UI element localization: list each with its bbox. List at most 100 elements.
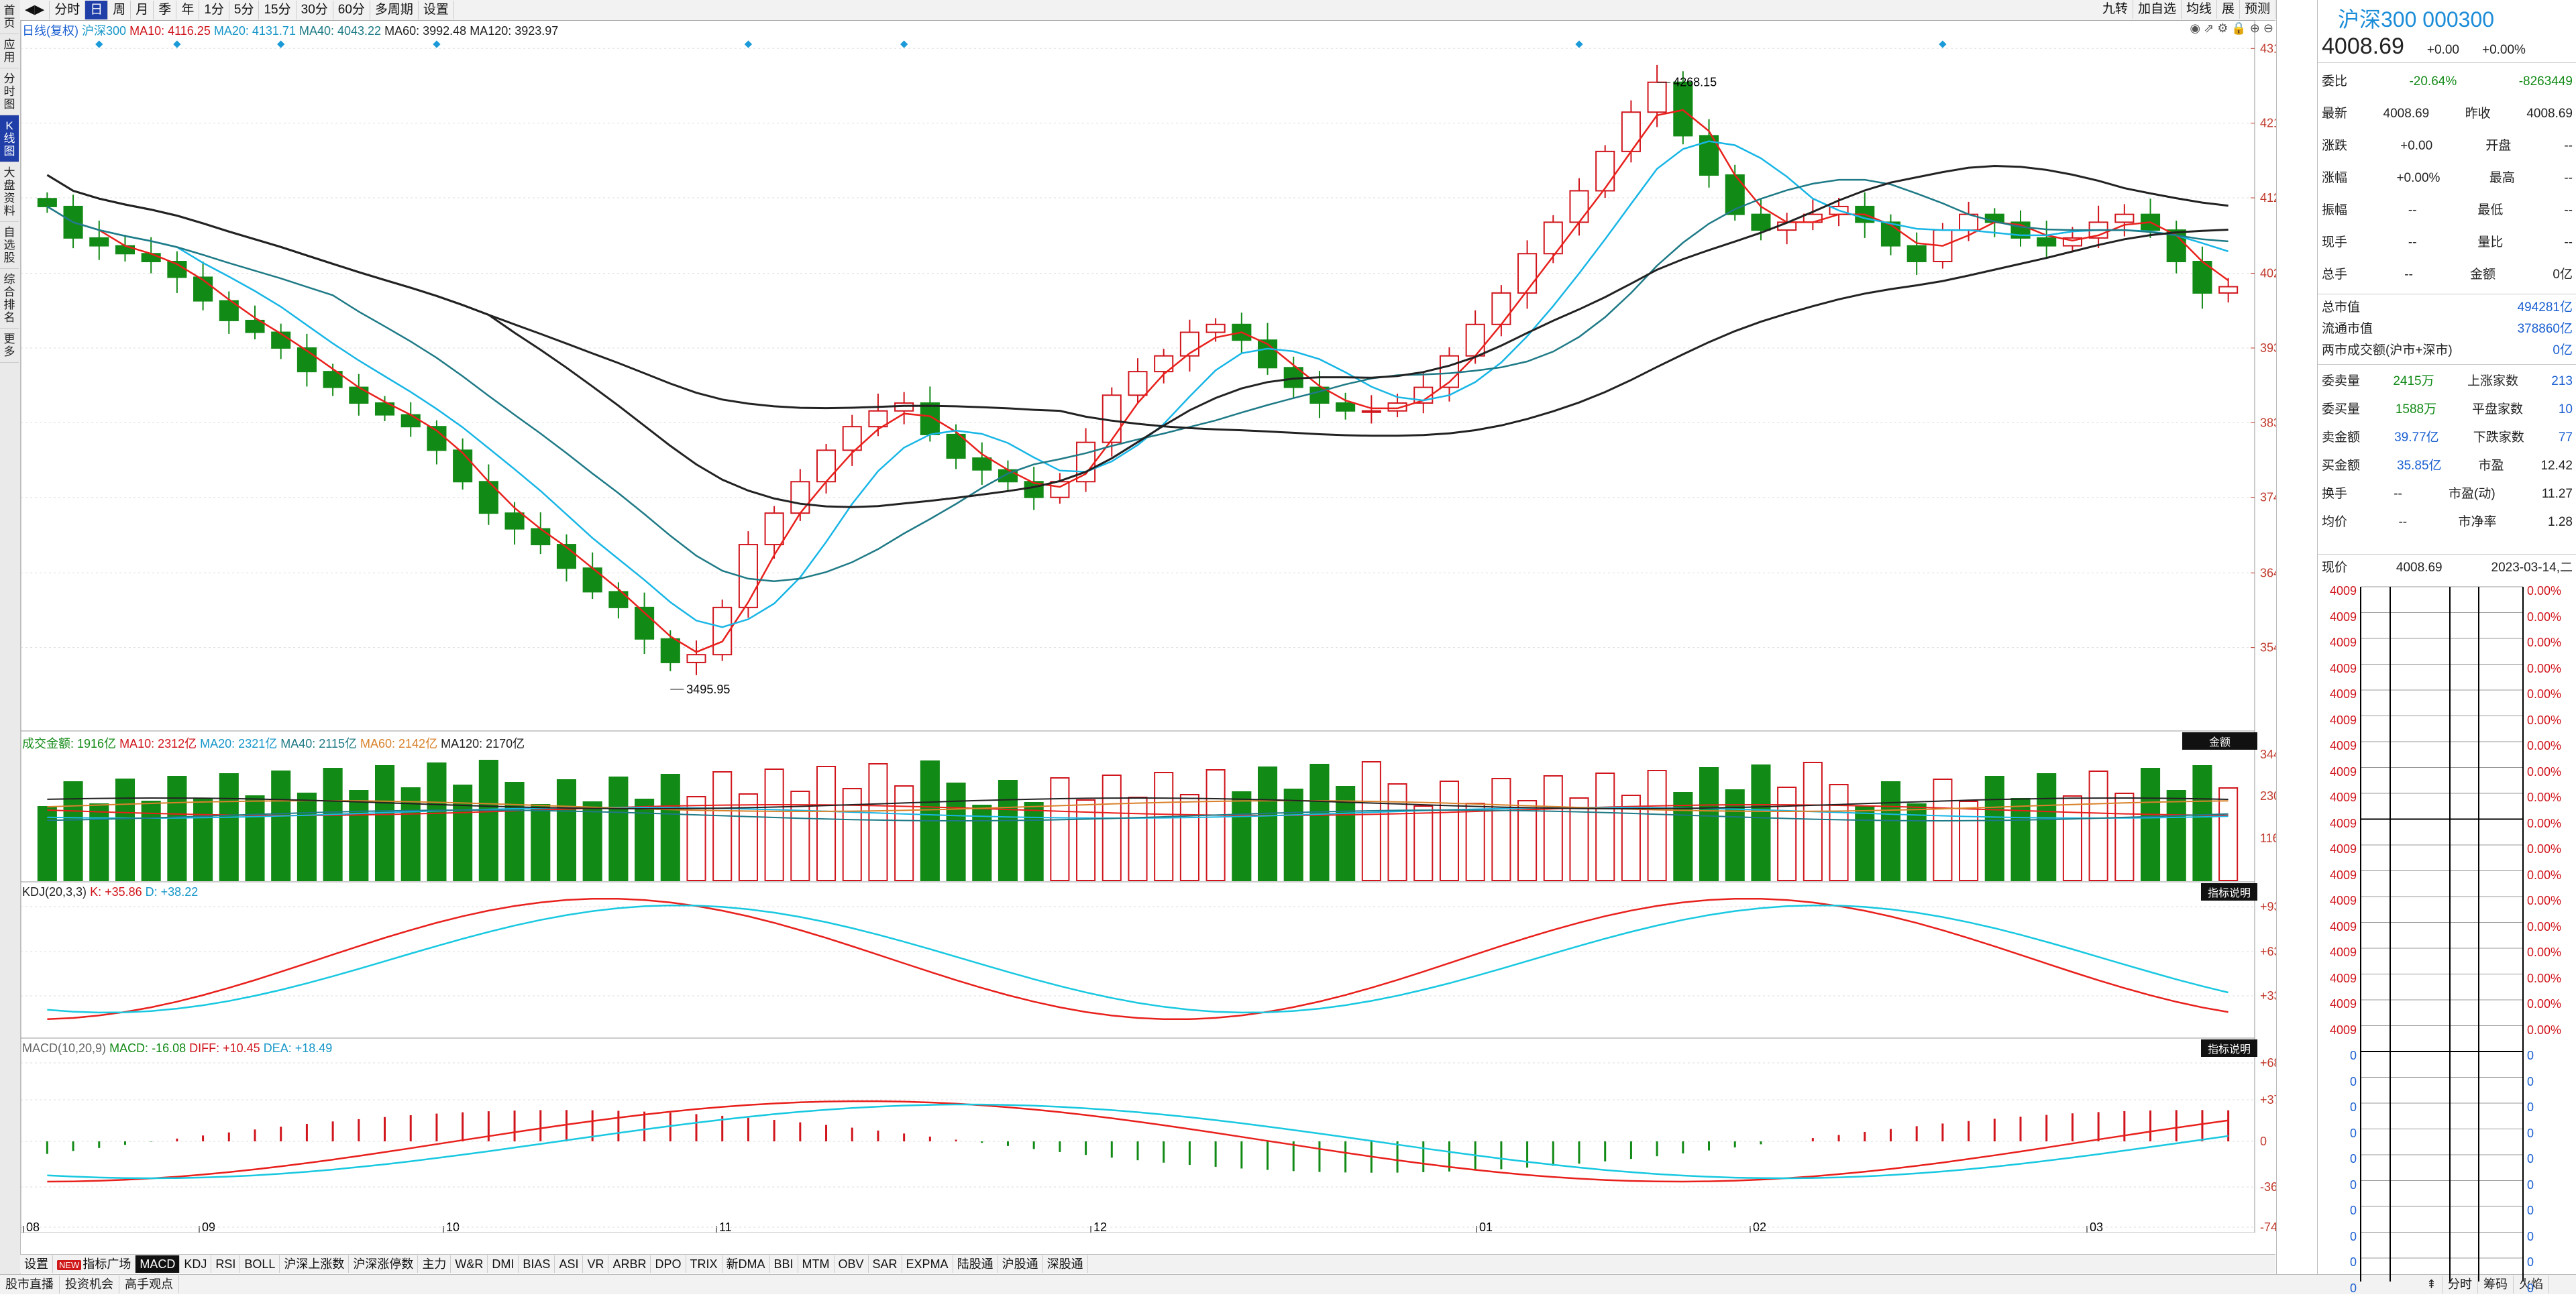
quote-value: +0.00 <box>2400 139 2433 153</box>
toolbar-right-button-3[interactable]: 展 <box>2217 0 2240 19</box>
indicator-tab-11[interactable]: BIAS <box>519 1255 555 1273</box>
quote-label: 委比 <box>2322 74 2348 89</box>
eye-icon[interactable]: ◉ <box>2190 21 2201 35</box>
candle-down <box>972 457 992 471</box>
grid-price: 0 <box>2349 1229 2357 1243</box>
period-button-7[interactable]: 5分 <box>229 1 260 19</box>
toolbar-arrows[interactable]: ◀▶ <box>20 1 50 19</box>
indicator-tab-23[interactable]: 陆股通 <box>953 1255 998 1273</box>
volume-bar <box>374 765 395 881</box>
indicator-tab-25[interactable]: 深股通 <box>1043 1255 1088 1273</box>
footer-tab-0[interactable]: 股市直播 <box>0 1275 60 1294</box>
indicator-tab-21[interactable]: SAR <box>869 1255 902 1273</box>
footer-right-tab-2[interactable]: 火焰 <box>2514 1275 2549 1294</box>
period-button-12[interactable]: 设置 <box>419 1 454 19</box>
left-nav-item-1[interactable]: 应用 <box>0 34 19 68</box>
grid-price: 4009 <box>2329 997 2357 1011</box>
candle-up <box>816 449 837 483</box>
toolbar-right-button-1[interactable]: 加自选 <box>2133 0 2182 19</box>
indicator-tab-15[interactable]: DPO <box>651 1255 686 1273</box>
period-button-0[interactable]: 分时 <box>50 1 86 19</box>
grid-pct: 0 <box>2527 1204 2534 1217</box>
indicator-tab-18[interactable]: BBI <box>770 1255 798 1273</box>
macd-dea-line <box>47 1103 2229 1180</box>
period-button-2[interactable]: 周 <box>108 1 131 19</box>
indicator-tab-4[interactable]: RSI <box>211 1255 241 1273</box>
indicator-tab-9[interactable]: W&R <box>451 1255 488 1273</box>
period-button-4[interactable]: 季 <box>154 1 177 19</box>
indicator-tab-10[interactable]: DMI <box>488 1255 519 1273</box>
indicator-tab-24[interactable]: 沪股通 <box>998 1255 1043 1273</box>
kline-chart-svg[interactable]: 4311 4216 4121 4025 3930 3835 3740 3644 3549 08 09… <box>20 19 2298 1234</box>
footer-tab-2[interactable]: 高手观点 <box>119 1275 179 1294</box>
footer-right-tab-0[interactable]: 分时 <box>2443 1275 2478 1294</box>
indicator-tab-14[interactable]: ARBR <box>608 1255 651 1273</box>
period-button-9[interactable]: 30分 <box>297 1 333 19</box>
indicator-tab-16[interactable]: TRIX <box>686 1255 722 1273</box>
period-button-6[interactable]: 1分 <box>199 1 229 19</box>
period-button-5[interactable]: 年 <box>176 1 200 19</box>
macd-badge[interactable]: 指标说明 <box>2200 1039 2257 1057</box>
indicator-tab-1[interactable]: NEW 指标广场 <box>53 1255 136 1273</box>
footer-right-tab-1[interactable]: 筹码 <box>2478 1275 2514 1294</box>
quote-value: +0.00% <box>2396 171 2440 185</box>
indicator-tab-0[interactable]: 设置 <box>20 1255 53 1273</box>
left-nav-item-2[interactable]: 分时图 <box>0 68 19 115</box>
period-button-11[interactable]: 多周期 <box>370 1 419 19</box>
toolbar-right-button-4[interactable]: 预测 <box>2240 0 2275 19</box>
volume-bar <box>1855 806 1875 881</box>
zoom-in-icon[interactable]: ⊕ <box>2249 21 2260 35</box>
period-button-8[interactable]: 15分 <box>259 1 297 19</box>
volume-bar <box>946 783 966 881</box>
footer-tab-1[interactable]: 投资机会 <box>60 1275 119 1294</box>
indicator-tab-5[interactable]: BOLL <box>240 1255 280 1273</box>
indicator-tab-8[interactable]: 主力 <box>418 1255 451 1273</box>
grid-pct: 0.00% <box>2527 919 2562 933</box>
period-button-3[interactable]: 月 <box>131 1 154 19</box>
toolbar-right-button-0[interactable]: 九转 <box>2098 0 2133 19</box>
left-nav-item-7[interactable]: 更多 <box>0 329 19 363</box>
legend-mode[interactable]: 日线(复权) <box>22 24 78 38</box>
grid-price: 0 <box>2349 1178 2357 1192</box>
indicator-tab-6[interactable]: 沪深上涨数 <box>280 1255 350 1273</box>
volume-bar <box>504 782 525 881</box>
quote-change: +0.00 <box>2426 43 2459 57</box>
left-nav-item-4[interactable]: 大盘资料 <box>0 162 19 222</box>
grid-pct: 0 <box>2527 1074 2534 1088</box>
grid-pct: 0.00% <box>2527 584 2562 598</box>
legend-ma10: MA10: 4116.25 <box>129 24 211 38</box>
volume-bar <box>1257 766 1278 881</box>
indicator-tab-12[interactable]: ASI <box>555 1255 584 1273</box>
kdj-badge[interactable]: 指标说明 <box>2200 883 2257 901</box>
left-nav-item-6[interactable]: 综合排名 <box>0 269 19 329</box>
indicator-tab-22[interactable]: EXPMA <box>902 1255 953 1273</box>
zoom-out-icon[interactable]: ⊖ <box>2263 21 2273 35</box>
kdj-d-line <box>47 904 2229 1014</box>
share-icon[interactable]: ⇗ <box>2204 21 2214 35</box>
indicator-tab-19[interactable]: MTM <box>798 1255 835 1273</box>
candle-down <box>453 449 473 483</box>
pin-icon[interactable]: ⇞ <box>2421 1275 2443 1294</box>
left-nav-item-5[interactable]: 自选股 <box>0 222 19 269</box>
indicator-tab-20[interactable]: OBV <box>835 1255 869 1273</box>
period-button-1[interactable]: 日 <box>85 1 109 19</box>
indicator-tab-7[interactable]: 沪深涨停数 <box>349 1255 419 1273</box>
grid-pct: 0.00% <box>2527 687 2562 701</box>
volume-ma-line <box>47 803 2229 817</box>
grid-price: 4009 <box>2329 791 2357 804</box>
kline-chart-area[interactable]: 4311 4216 4121 4025 3930 3835 3740 3644 3549 08 09… <box>20 19 2298 1234</box>
indicator-tab-17[interactable]: 新DMA <box>722 1255 770 1273</box>
settings-icon[interactable]: ⚙ <box>2217 21 2229 35</box>
indicator-tab-2[interactable]: MACD <box>136 1255 180 1273</box>
volume-bar <box>219 773 239 881</box>
indicator-tab-3[interactable]: KDJ <box>180 1255 212 1273</box>
volume-bar <box>349 790 369 881</box>
toolbar-right-button-2[interactable]: 均线 <box>2182 0 2217 19</box>
volume-badge[interactable]: 金额 <box>2182 732 2257 750</box>
period-button-10[interactable]: 60分 <box>333 1 370 19</box>
left-nav-item-0[interactable]: 首页 <box>0 0 19 34</box>
grid-price: 4009 <box>2329 610 2357 624</box>
indicator-tab-13[interactable]: VR <box>583 1255 609 1273</box>
lock-icon[interactable]: 🔒 <box>2231 21 2247 35</box>
